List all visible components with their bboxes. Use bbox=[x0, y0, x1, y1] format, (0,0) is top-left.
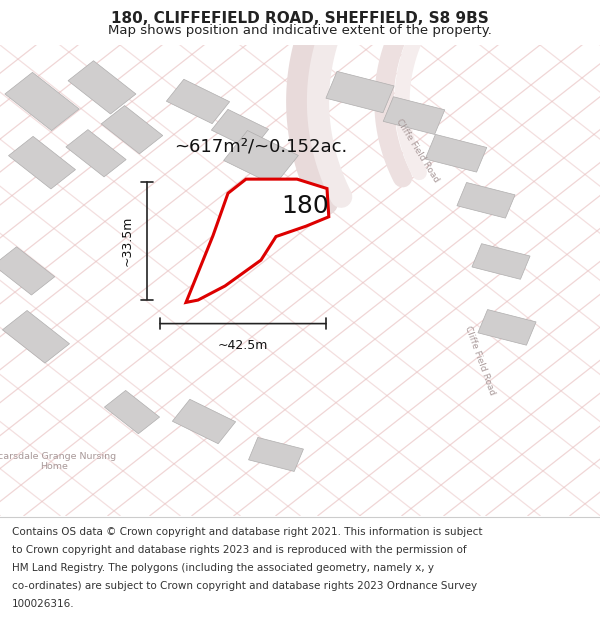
Text: co-ordinates) are subject to Crown copyright and database rights 2023 Ordnance S: co-ordinates) are subject to Crown copyr… bbox=[12, 581, 477, 591]
Text: 180: 180 bbox=[281, 194, 329, 218]
Bar bbox=[457, 182, 515, 218]
Bar bbox=[478, 309, 536, 345]
Bar bbox=[211, 109, 269, 150]
Text: ~33.5m: ~33.5m bbox=[121, 216, 134, 266]
Bar bbox=[68, 61, 136, 114]
Bar bbox=[248, 438, 304, 471]
Text: Scarsdale Grange Nursing
Home: Scarsdale Grange Nursing Home bbox=[0, 452, 116, 471]
Text: Cliffe Field Road: Cliffe Field Road bbox=[394, 118, 440, 184]
Bar bbox=[425, 134, 487, 172]
Bar bbox=[472, 244, 530, 279]
Bar bbox=[104, 391, 160, 434]
Bar bbox=[383, 97, 445, 134]
Bar bbox=[8, 136, 76, 189]
Bar bbox=[101, 106, 163, 154]
Bar bbox=[326, 71, 394, 112]
Text: ~617m²/~0.152ac.: ~617m²/~0.152ac. bbox=[174, 137, 347, 155]
Bar bbox=[2, 311, 70, 363]
Polygon shape bbox=[186, 179, 329, 302]
Bar bbox=[5, 72, 79, 131]
Text: Cliffe Field Road: Cliffe Field Road bbox=[463, 324, 497, 396]
Bar bbox=[66, 129, 126, 177]
Bar bbox=[166, 79, 230, 124]
Bar bbox=[172, 399, 236, 444]
Text: 180, CLIFFEFIELD ROAD, SHEFFIELD, S8 9BS: 180, CLIFFEFIELD ROAD, SHEFFIELD, S8 9BS bbox=[111, 11, 489, 26]
Text: Contains OS data © Crown copyright and database right 2021. This information is : Contains OS data © Crown copyright and d… bbox=[12, 526, 482, 536]
Bar bbox=[0, 247, 55, 295]
Polygon shape bbox=[186, 179, 329, 302]
Text: 100026316.: 100026316. bbox=[12, 599, 74, 609]
Text: ~42.5m: ~42.5m bbox=[218, 339, 268, 352]
Bar bbox=[224, 131, 298, 186]
Text: to Crown copyright and database rights 2023 and is reproduced with the permissio: to Crown copyright and database rights 2… bbox=[12, 544, 467, 554]
Text: Map shows position and indicative extent of the property.: Map shows position and indicative extent… bbox=[108, 24, 492, 37]
Text: HM Land Registry. The polygons (including the associated geometry, namely x, y: HM Land Registry. The polygons (includin… bbox=[12, 562, 434, 572]
